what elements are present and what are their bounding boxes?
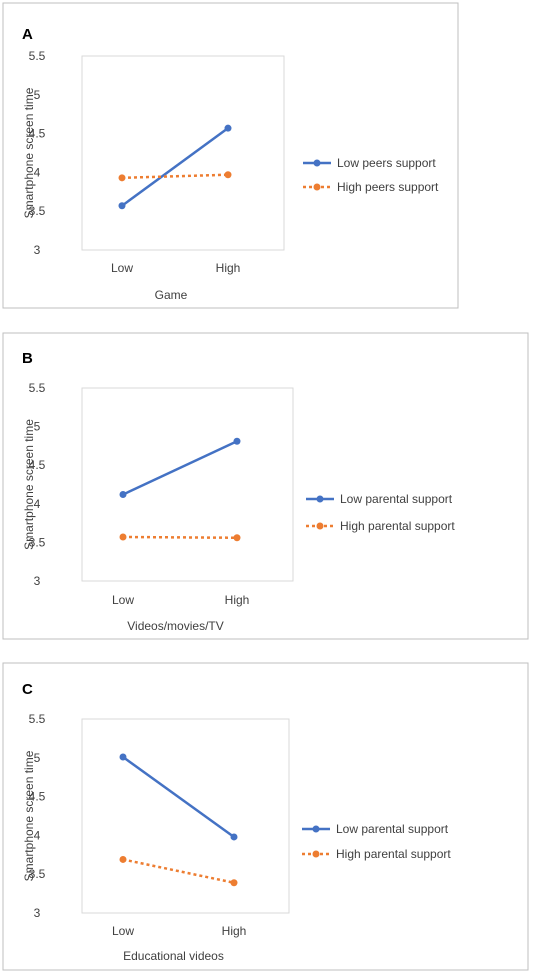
data-point-low-low <box>119 491 127 499</box>
y-tick-label: 4.5 <box>29 790 46 804</box>
plot-area <box>81 387 294 582</box>
y-tick-label: 4.5 <box>29 127 46 141</box>
y-tick-label: 3.5 <box>29 867 46 881</box>
data-point-high-low <box>119 855 127 863</box>
series-line-high <box>122 858 235 884</box>
y-tick-label: 3 <box>34 906 41 920</box>
panel-letter: A <box>22 26 33 43</box>
data-point-low-high <box>230 833 238 841</box>
y-tick-label: 5.5 <box>29 712 46 726</box>
x-axis-label: Educational videos <box>123 949 224 963</box>
series-line-low <box>121 127 229 207</box>
data-point-high-low <box>119 533 127 541</box>
y-tick-label: 3.5 <box>29 535 46 549</box>
panel-letter: B <box>22 350 33 367</box>
data-point-high-high <box>224 171 232 179</box>
data-point-low-high <box>224 124 232 132</box>
legend-label: Low parental support <box>336 822 449 836</box>
y-tick-label: 4 <box>34 828 41 842</box>
plot-area <box>81 718 290 914</box>
y-tick-label: 4.5 <box>29 458 46 472</box>
data-point-low-high <box>233 437 241 445</box>
panel-frame <box>2 2 459 309</box>
chart-panel-b: B 3 3.5 4 4.5 5 5.5 Smartphone screen time Low Hi… <box>2 332 529 640</box>
y-tick-label: 3 <box>34 574 41 588</box>
x-tick-label: Low <box>111 261 133 275</box>
x-tick-label: High <box>225 593 250 607</box>
x-tick-label: Low <box>112 924 134 938</box>
legend-marker <box>316 495 324 503</box>
y-axis-label: Smartphone screen time <box>22 419 36 550</box>
panel-frame <box>2 332 529 640</box>
y-tick-label: 5 <box>34 751 41 765</box>
x-tick-label: High <box>216 261 241 275</box>
x-axis-label: Game <box>155 288 188 302</box>
legend-marker <box>312 825 320 833</box>
data-point-high-high <box>230 879 238 887</box>
panel-frame <box>2 662 529 971</box>
data-point-high-low <box>118 174 126 182</box>
legend-label: High peers support <box>337 180 439 194</box>
data-point-low-low <box>119 753 127 761</box>
legend-marker <box>312 850 320 858</box>
y-tick-label: 4 <box>34 497 41 511</box>
y-tick-label: 5.5 <box>29 381 46 395</box>
y-tick-label: 5.5 <box>29 49 46 63</box>
series-line-low <box>122 756 235 838</box>
y-axis-label: Smartphone screen time <box>22 750 36 881</box>
x-axis-label: Videos/movies/TV <box>127 619 224 633</box>
legend-label: High parental support <box>336 847 451 861</box>
legend-label: Low parental support <box>340 492 453 506</box>
y-tick-label: 5 <box>34 88 41 102</box>
y-tick-label: 4 <box>34 165 41 179</box>
x-tick-label: Low <box>112 593 134 607</box>
legend-label: Low peers support <box>337 156 436 170</box>
series-line-high <box>122 535 238 540</box>
data-point-low-low <box>118 202 126 210</box>
data-point-high-high <box>233 534 241 542</box>
y-tick-label: 3.5 <box>29 204 46 218</box>
legend-marker <box>313 183 321 191</box>
legend-label: High parental support <box>340 519 455 533</box>
legend-marker <box>313 159 321 167</box>
y-axis-label: Smartphone screen time <box>22 87 36 218</box>
plot-area <box>81 55 285 251</box>
legend-marker <box>316 522 324 530</box>
panel-letter: C <box>22 681 33 698</box>
y-tick-label: 5 <box>34 420 41 434</box>
x-tick-label: High <box>222 924 247 938</box>
chart-panel-a: A 3 3.5 4 4.5 5 5.5 Smartphone screen time Low Hi… <box>2 2 459 309</box>
series-line-low <box>122 440 238 496</box>
chart-panel-c: C 3 3.5 4 4.5 5 5.5 Smartphone screen time Low Hi… <box>2 662 529 971</box>
y-tick-label: 3 <box>34 243 41 257</box>
